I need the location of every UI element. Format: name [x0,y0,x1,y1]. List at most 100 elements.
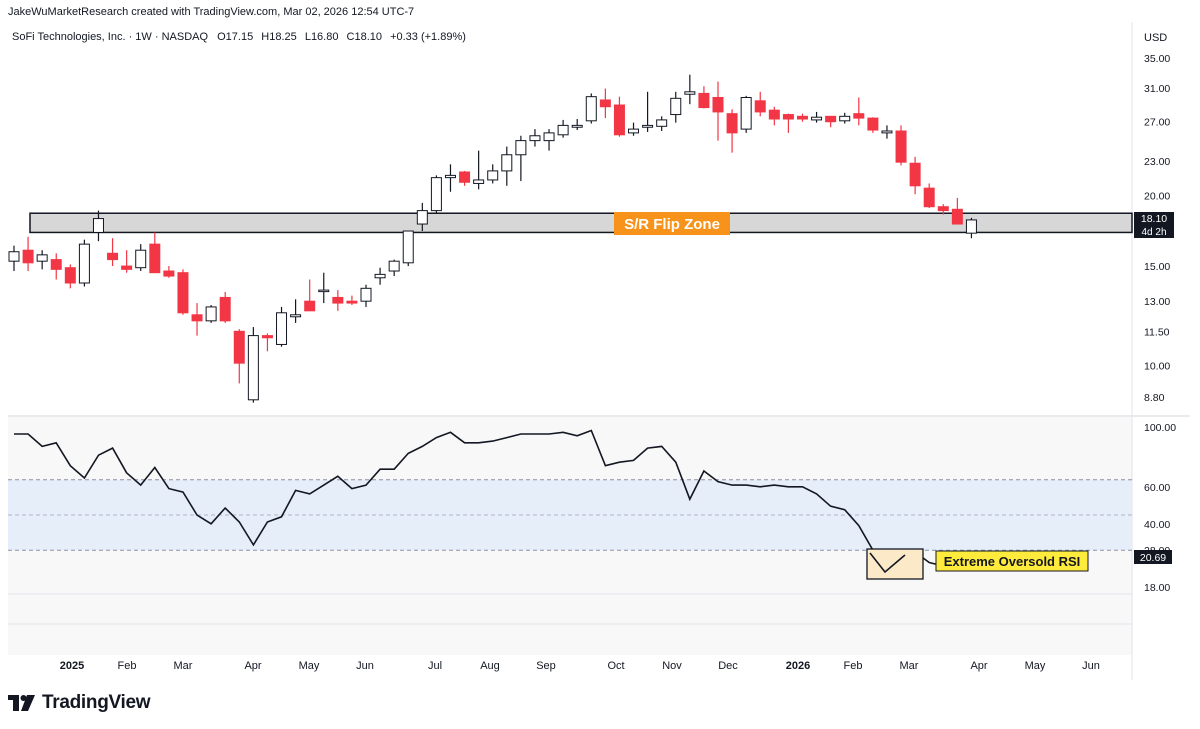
candle-body [191,314,203,322]
candle [36,250,48,270]
rsi-annotation-bg [935,550,1089,572]
candle-body [853,113,865,119]
candle [698,86,710,109]
candle-body [318,289,330,293]
sr-zone-label: S/R Flip Zone [624,216,720,233]
candle-body [388,260,400,272]
candle [107,238,119,267]
candle [909,156,921,195]
candle [416,202,428,232]
candle [712,81,724,141]
oversold-checkmark [869,552,906,574]
candle [430,175,442,214]
candle [121,250,133,273]
candle-body [247,335,259,401]
candle [811,111,823,123]
candle-body [909,162,921,187]
candle-body [656,119,668,127]
candle-body [473,179,485,184]
candle [135,244,147,272]
time-tick-label: Feb [844,660,863,672]
candle [529,129,541,147]
candle-body [487,170,499,181]
rsi-last-value-tag [1134,550,1172,564]
close-value: 18.10 [354,31,382,43]
candle [867,117,879,133]
candle-body [557,124,569,136]
candle [219,291,231,323]
candle-body [613,104,625,136]
candle-body [768,109,780,120]
candle [951,197,963,225]
candle-body [135,249,147,269]
candle [782,113,794,133]
candle [64,264,76,289]
open-label: O [217,31,226,43]
candle-body [219,296,231,322]
price-axis: 35.00 31.00 27.00 23.00 20.00 15.00 13.00 11.50… [1144,53,1170,404]
candle-body [839,115,851,122]
time-tick-label: Jul [428,660,442,672]
candle-body [64,267,76,284]
candle-body [276,312,288,345]
tradingview-wordmark: TradingView [42,692,151,713]
rsi-line [14,429,972,568]
rsi-tick-label: 18.00 [1144,582,1170,594]
candle-body [754,100,766,113]
candle [22,236,34,272]
time-tick-label: Nov [662,660,682,672]
time-tick-label: Mar [900,660,919,672]
tradingview-logo-icon [8,695,35,711]
tradingview-logo[interactable]: TradingView [8,692,151,714]
low-value: 16.80 [311,31,339,43]
rsi-last-value-label: 20.69 [1140,552,1166,564]
candle [8,245,20,272]
candle [346,295,358,305]
candle-body [965,219,977,234]
candle-body [50,259,62,270]
currency-label[interactable]: USD [1144,32,1167,44]
candle-body [571,124,583,128]
candle [487,164,499,184]
time-tick-label: May [1025,660,1046,672]
last-price-tag [1134,212,1174,225]
candle-body [951,208,963,225]
candle [642,91,654,132]
price-tick-label: 11.50 [1144,326,1170,338]
sr-zone-label-bg [614,212,730,235]
candle [247,327,259,403]
candle-body [121,265,133,270]
candle [740,95,752,133]
candle-body [726,113,738,134]
price-tick-label: 10.00 [1144,361,1170,373]
candle-body [923,187,935,208]
candle-body [177,272,189,314]
price-tick-label: 8.80 [1144,392,1165,404]
candle [557,119,569,138]
candle-body [642,124,654,128]
candle [50,253,62,280]
candle-body [402,230,414,264]
price-tick-label: 23.00 [1144,156,1170,168]
candle [825,115,837,128]
candle-body [811,116,823,121]
candle-body [684,91,696,95]
candle [92,210,104,242]
candle-body [360,287,372,302]
sr-flip-zone[interactable] [29,212,1133,234]
candlestick-series [8,74,977,403]
candle-body [881,130,893,134]
candle-body [36,254,48,262]
candle-body [585,96,597,122]
candle-body [782,114,794,120]
chart-title-readout: SoFi Technologies, Inc. · 1W · NASDAQ O1… [12,31,466,43]
candle [768,106,780,126]
candle-body [501,154,513,172]
candle-body [163,270,175,277]
candle-body [740,96,752,130]
candle [965,217,977,239]
candle-body [712,96,724,113]
chart-attribution: JakeWuMarketResearch created with Tradin… [8,6,415,18]
